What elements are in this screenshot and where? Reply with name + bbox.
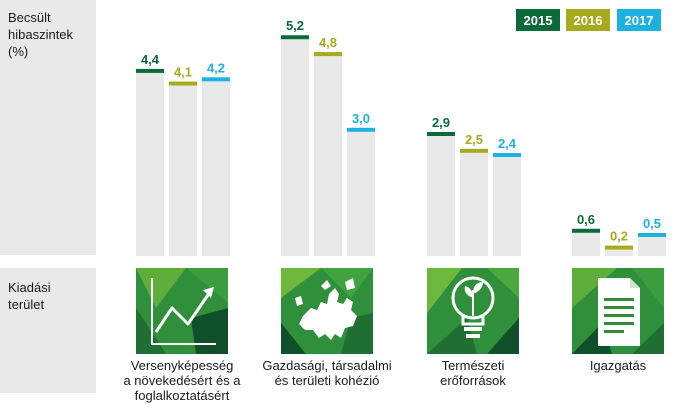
category-label-line: erőforrások (440, 373, 506, 388)
category-tile-cohesion (281, 268, 373, 354)
data-label-2015-cat2: 2,9 (432, 115, 450, 130)
category-tile-competitiveness (136, 268, 228, 354)
bar-cap-2015-cat0 (136, 68, 164, 73)
category-label-line: Természeti (441, 358, 505, 373)
bar-2015-cat3 (572, 230, 600, 256)
bar-2017-cat2 (493, 155, 521, 256)
category-label-line: Versenyképesség (130, 358, 234, 373)
bar-cap-2016-cat2 (460, 148, 488, 153)
category-tile-natural-resources (427, 268, 519, 354)
bar-2015-cat2 (427, 134, 455, 256)
category-label-line: Igazgatás (589, 358, 647, 373)
growth-chart-icon (151, 278, 216, 345)
europe-map-icon (295, 278, 357, 340)
y-axis-label-line-2: hibaszintek (8, 27, 74, 42)
bar-cap-2015-cat2 (427, 132, 455, 136)
bar-2017-cat0 (202, 79, 230, 256)
category-label-administration: Igazgatás (553, 358, 675, 373)
bar-cap-2016-cat1 (314, 52, 342, 57)
bar-cap-2016-cat3 (605, 245, 633, 250)
data-label-2016-cat0: 4,1 (174, 65, 192, 80)
bar-2016-cat3 (605, 247, 633, 256)
category-label-natural-resources: Természeti erőforrások (408, 358, 538, 388)
bar-cap-2017-cat3 (638, 232, 666, 237)
bar-2017-cat1 (347, 129, 375, 256)
y-axis-label-line-3: (%) (8, 44, 29, 59)
legend-2016: 2016 (566, 9, 610, 31)
y-axis-label: Becsült hibaszintek (%) (8, 9, 73, 60)
data-label-2017-cat0: 4,2 (207, 60, 225, 75)
bar-cap-2017-cat2 (493, 153, 521, 158)
data-label-2017-cat1: 3,0 (352, 111, 370, 126)
x-axis-panel: Kiadási terület (0, 268, 96, 393)
data-label-2015-cat1: 5,2 (286, 18, 304, 33)
data-label-2017-cat3: 0,5 (643, 216, 661, 231)
bar-2015-cat0 (136, 70, 164, 257)
lightbulb-plant-icon (451, 276, 495, 338)
category-label-line: Gazdasági, társadalmi (262, 358, 392, 373)
data-label-2016-cat1: 4,8 (319, 35, 337, 50)
x-axis-label: Kiadási terület (8, 279, 51, 313)
tile-background (281, 268, 373, 354)
bar-2016-cat0 (169, 83, 197, 256)
data-label-2016-cat2: 2,5 (465, 132, 483, 147)
bar-2016-cat1 (314, 54, 342, 256)
x-axis-label-line-1: Kiadási (8, 280, 51, 295)
category-label-competitiveness: Versenyképesség a növekedésért és a fogl… (117, 358, 247, 403)
document-icon (598, 278, 640, 346)
bar-2015-cat1 (281, 37, 309, 256)
data-label-2017-cat2: 2,4 (498, 136, 517, 151)
category-label-line: foglalkoztatásért (134, 388, 230, 403)
legend-2015: 2015 (516, 9, 560, 31)
y-axis-panel: Becsült hibaszintek (%) (0, 0, 96, 255)
category-tile-administration (572, 268, 664, 354)
y-axis-label-line-1: Becsült (8, 10, 51, 25)
category-label-line: és területi kohézió (274, 373, 380, 388)
data-label-2016-cat3: 0,2 (610, 229, 628, 244)
data-label-2015-cat0: 4,4 (141, 52, 160, 67)
data-label-2015-cat3: 0,6 (577, 212, 595, 227)
category-label-cohesion: Gazdasági, társadalmi és területi kohézi… (262, 358, 392, 388)
bar-cap-2017-cat0 (202, 77, 230, 82)
bar-cap-2016-cat0 (169, 81, 197, 86)
category-label-line: a növekedésért és a (123, 373, 241, 388)
legend-2017: 2017 (617, 9, 661, 31)
bar-cap-2015-cat1 (281, 35, 309, 40)
bar-cap-2017-cat1 (347, 127, 375, 132)
bar-2016-cat2 (460, 150, 488, 256)
x-axis-label-line-2: terület (8, 297, 45, 312)
bar-2017-cat3 (638, 234, 666, 256)
bar-cap-2015-cat3 (572, 228, 600, 233)
